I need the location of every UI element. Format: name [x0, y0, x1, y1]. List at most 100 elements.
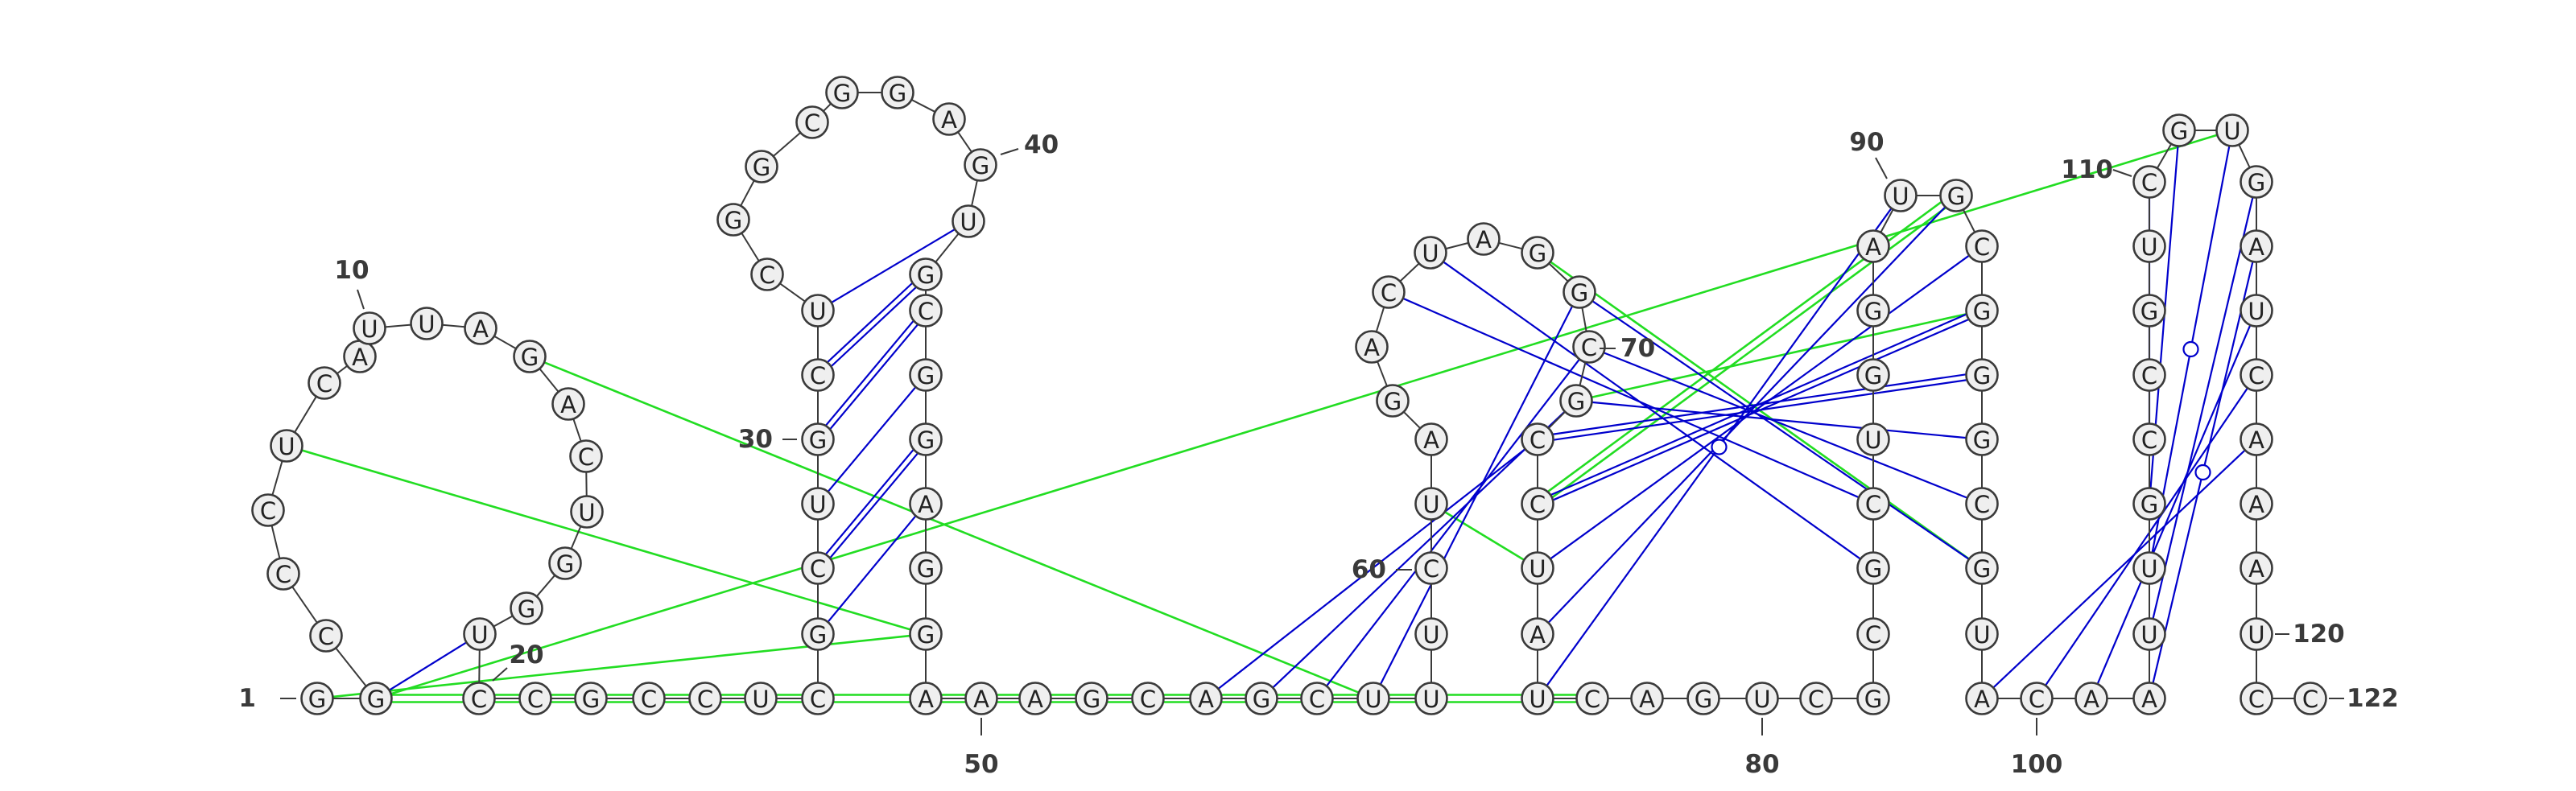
nucleotide-letter: A	[1476, 226, 1492, 253]
backbone-segment	[1581, 307, 1587, 332]
nucleotide-circle	[1965, 422, 1999, 456]
nucleotide-circle	[909, 257, 943, 291]
au-base-pair	[1272, 410, 1566, 689]
nucleotide-letter: C	[1423, 555, 1439, 583]
base-pair-layer	[388, 145, 2254, 691]
nucleotide: A	[1467, 222, 1501, 256]
nucleotide: G	[2240, 165, 2273, 199]
nucleotide-circle	[825, 76, 859, 109]
nucleotide: A	[2132, 682, 2166, 715]
nucleotide: G	[1376, 384, 1410, 418]
nucleotide: A	[1355, 330, 1389, 364]
nucleotide-circle	[801, 487, 835, 521]
nucleotide: A	[2074, 682, 2108, 715]
position-number: 90	[1849, 128, 1884, 157]
nucleotide: U	[2132, 229, 2166, 263]
nucleotide-letter: G	[1973, 298, 1991, 325]
nucleotide-circle	[2132, 165, 2166, 199]
nucleotide: U	[353, 311, 386, 345]
backbone-segment	[1375, 307, 1385, 332]
nucleotide-letter: G	[1973, 555, 1991, 583]
au-base-pair	[1547, 206, 1946, 624]
nucleotide: G	[1686, 682, 1720, 715]
nucleotide: C	[308, 366, 341, 400]
nucleotide: G	[1965, 294, 1999, 328]
nucleotide-letter: U	[1422, 686, 1439, 713]
nucleotide-letter: G	[2140, 298, 2158, 325]
nucleotide-circle	[309, 619, 343, 653]
nucleotide-letter: U	[1364, 686, 1381, 713]
nucleotide-letter: G	[917, 362, 935, 389]
nucleotide-circle	[308, 366, 341, 400]
nucleotide-circle	[1521, 551, 1554, 585]
nucleotide-circle	[2132, 617, 2166, 651]
nucleotide-circle	[1521, 617, 1554, 651]
nucleotide: G	[909, 358, 943, 392]
nucleotide-circle	[2240, 165, 2273, 199]
au-base-pair	[1379, 305, 1574, 686]
nucleotide-circle	[1563, 275, 1596, 309]
nucleotide-letter: G	[308, 686, 326, 713]
nucleotide-letter: C	[1309, 686, 1325, 713]
au-base-pair	[1591, 401, 1967, 439]
nucleotide-letter: U	[1892, 183, 1909, 210]
nucleotide: U	[2240, 294, 2273, 328]
nucleotide-letter: C	[260, 497, 276, 525]
nucleotide: C	[795, 105, 829, 139]
nucleotide-letter: A	[2083, 686, 2099, 713]
nucleotide-circle	[1856, 617, 1890, 651]
nucleotide: U	[1414, 487, 1448, 521]
nucleotide-circle	[1745, 682, 1779, 715]
nucleotide-circle	[1559, 384, 1593, 418]
position-number: 50	[964, 750, 998, 779]
nucleotide-circle	[1856, 294, 1890, 328]
au-base-pair	[1217, 448, 1526, 690]
nucleotide-letter: G	[1253, 686, 1270, 713]
nucleotide: G	[1939, 179, 1973, 212]
nucleotide: A	[1856, 229, 1890, 263]
nucleotide: C	[1965, 229, 1999, 263]
au-base-pair	[827, 386, 917, 492]
nucleotide: C	[632, 682, 666, 715]
nucleotide-letter: G	[1973, 426, 1991, 454]
nucleotide-letter: U	[809, 298, 826, 325]
nucleotide-circle	[1414, 551, 1448, 585]
position-label: 20	[492, 641, 544, 682]
nucleotide-circle	[795, 105, 829, 139]
nucleotide: U	[1521, 551, 1554, 585]
backbone-segment	[493, 335, 517, 350]
nucleotide-circle	[2240, 551, 2273, 585]
position-label: 10	[334, 256, 369, 310]
position-number: 122	[2347, 684, 2399, 713]
nucleotide-circle	[1965, 229, 1999, 263]
nucleotide-letter: G	[367, 686, 385, 713]
nucleotide-letter: A	[2248, 555, 2264, 583]
nucleotide-circle	[964, 682, 998, 715]
nucleotide: C	[1575, 682, 1609, 715]
nucleotide-letter: G	[833, 80, 851, 107]
backbone-segment	[385, 323, 411, 328]
nucleotide: A	[932, 102, 966, 136]
backbone-segment	[1962, 208, 1976, 233]
nucleotide-letter: U	[2248, 298, 2264, 325]
nucleotide-letter: G	[917, 262, 935, 289]
nucleotide: G	[2132, 294, 2166, 328]
backbone-segment	[294, 396, 317, 433]
nucleotide-letter: U	[2140, 621, 2157, 649]
nucleotide-circle	[2132, 294, 2166, 328]
nucleotide-circle	[570, 495, 604, 529]
nucleotide: U	[744, 682, 778, 715]
nucleotide: U	[2132, 617, 2166, 651]
backbone-segment	[971, 179, 978, 207]
nucleotide: G	[801, 617, 835, 651]
nucleotide: A	[343, 340, 377, 373]
nucleotide: U	[1745, 682, 1779, 715]
au-base-pair	[1443, 261, 1861, 560]
nucleotide-circle	[1939, 179, 1973, 212]
nucleotide-circle	[909, 422, 943, 456]
nucleotide-circle	[1467, 222, 1501, 256]
backbone-segment	[572, 418, 582, 442]
nucleotide-letter: A	[1639, 686, 1655, 713]
nucleotide: G	[881, 76, 914, 109]
position-label: 60	[1352, 555, 1412, 584]
